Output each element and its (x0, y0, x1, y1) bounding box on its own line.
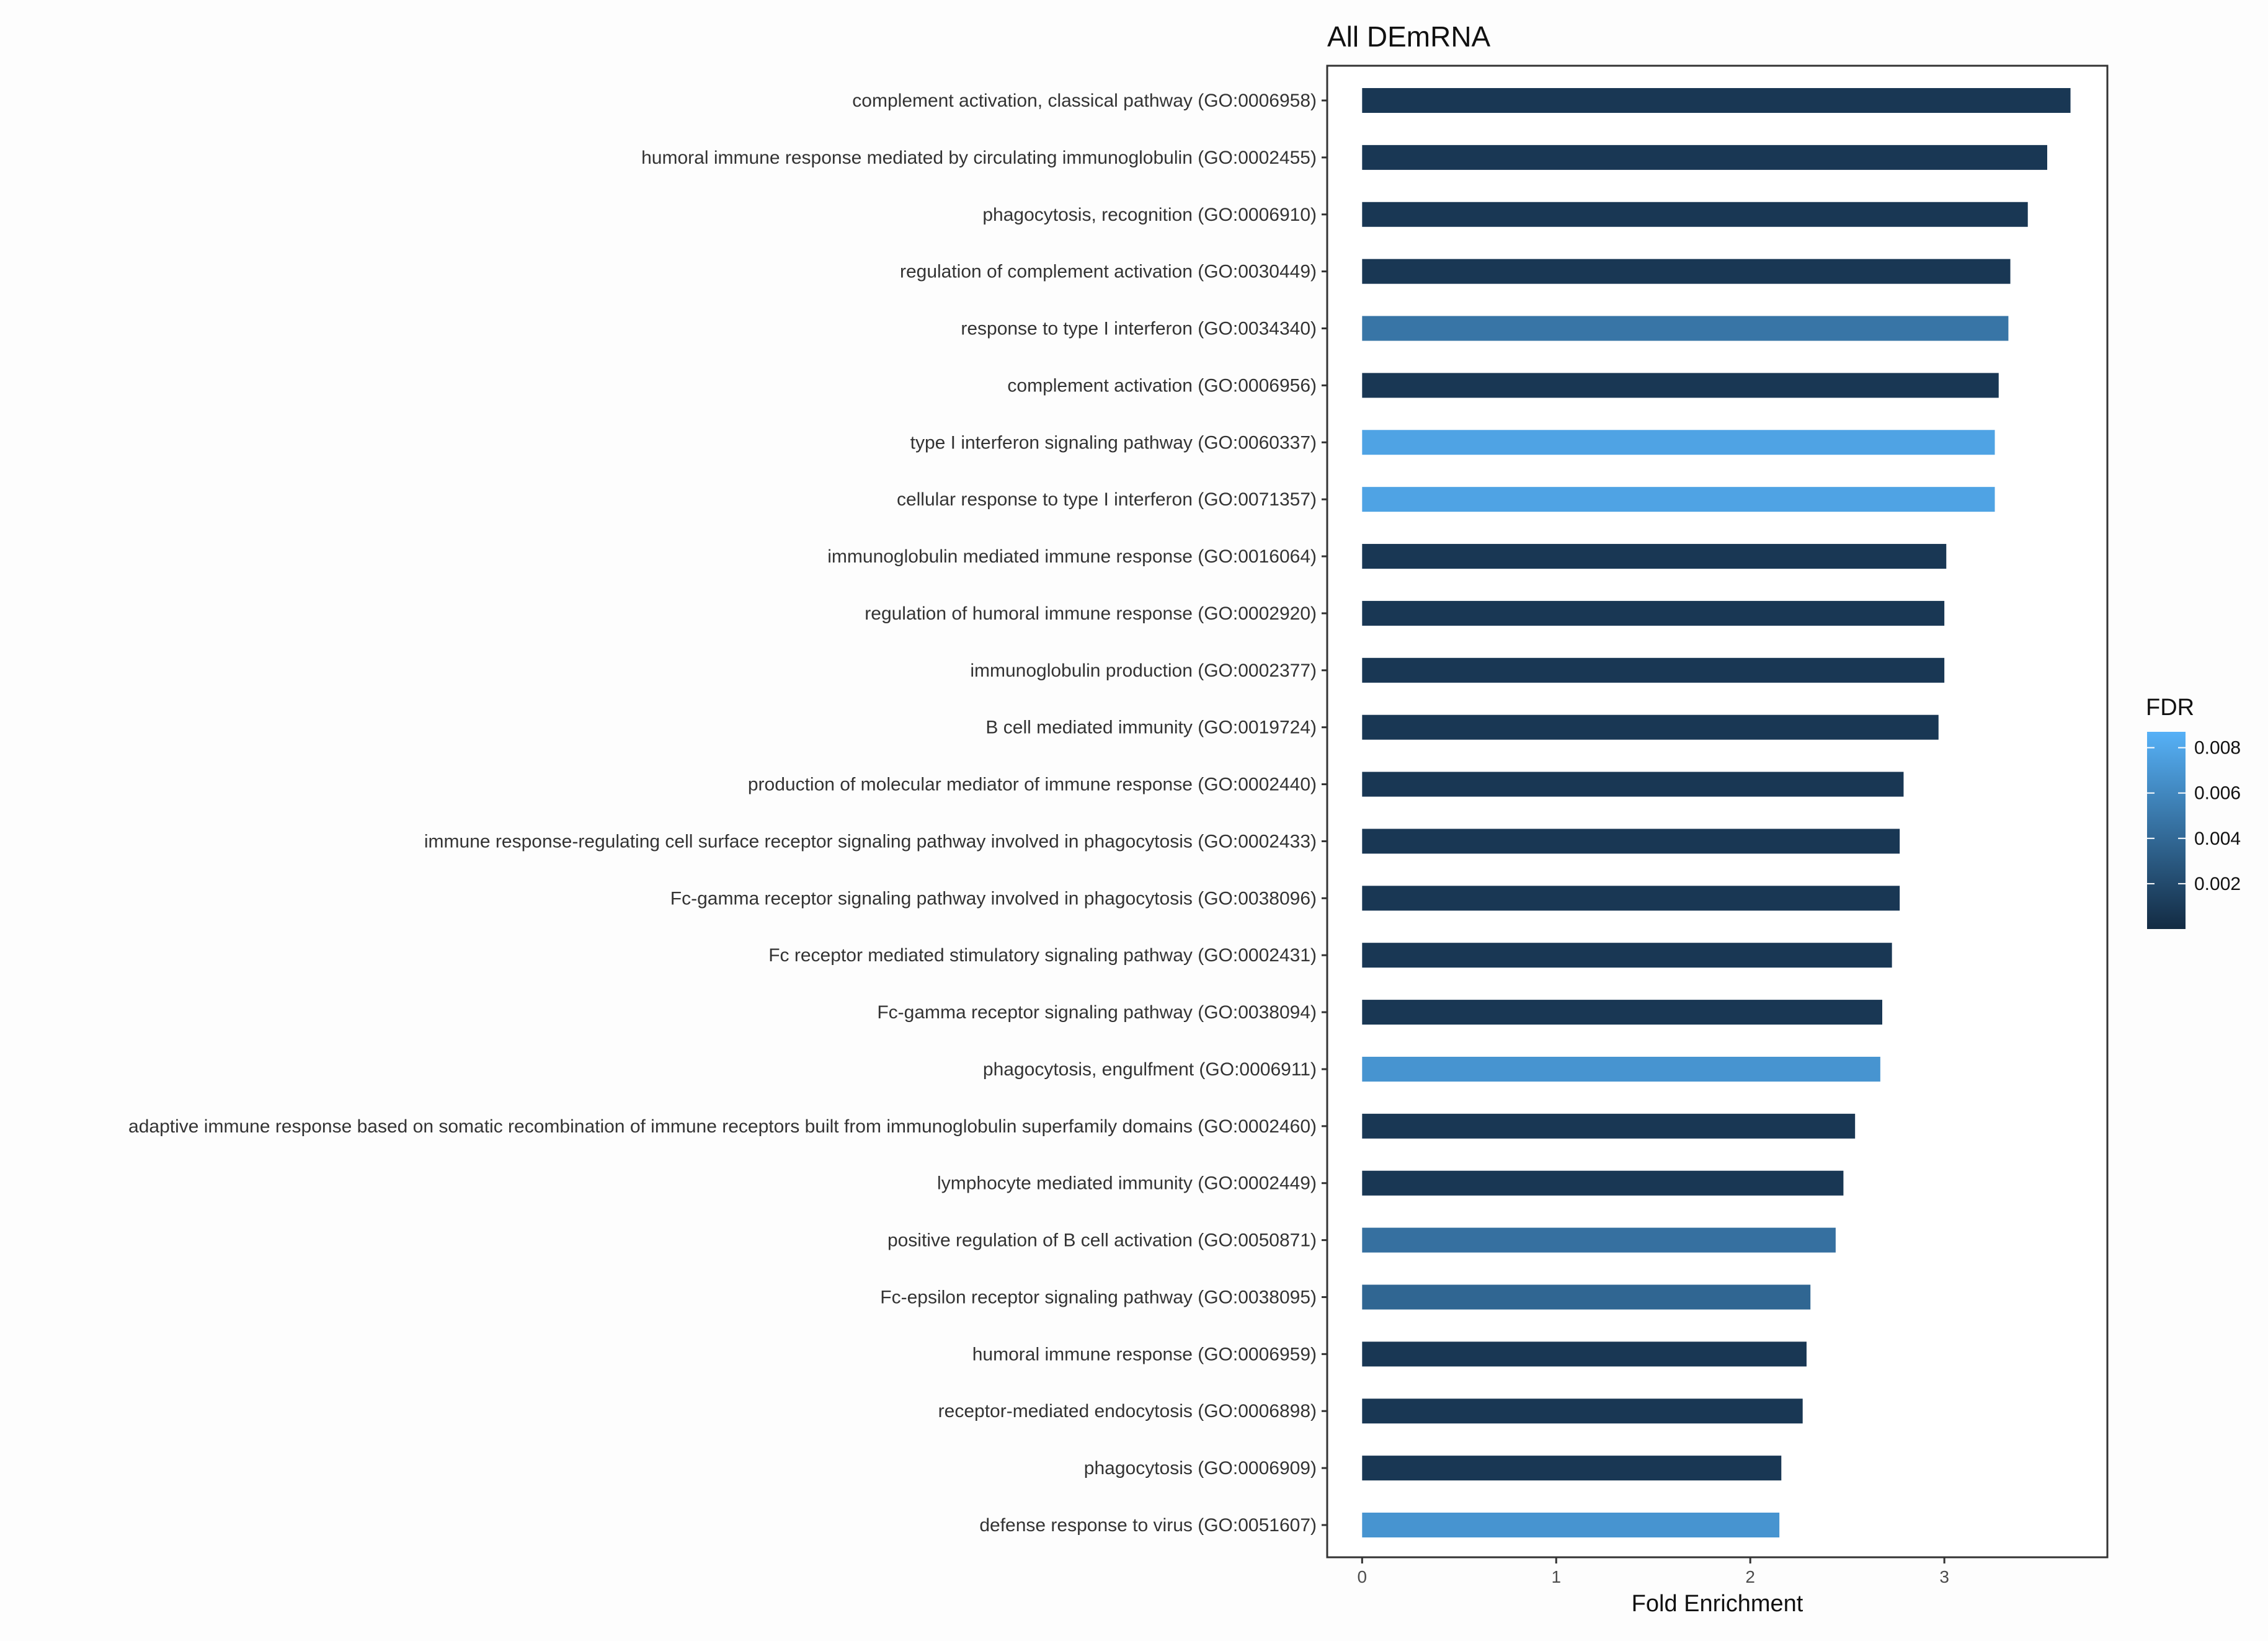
legend-colorbar (2147, 732, 2186, 929)
category-label: Fc-gamma receptor signaling pathway invo… (670, 888, 1317, 909)
bar (1362, 1513, 1780, 1537)
category-label: phagocytosis (GO:0006909) (1084, 1458, 1317, 1479)
bar (1362, 886, 1900, 911)
bar (1362, 1227, 1836, 1253)
bar (1362, 943, 1892, 968)
bar (1362, 1456, 1782, 1481)
bar (1362, 1341, 1807, 1367)
category-label: phagocytosis, recognition (GO:0006910) (982, 205, 1317, 225)
category-label: immunoglobulin mediated immune response … (827, 546, 1317, 567)
category-label: complement activation, classical pathway… (852, 91, 1317, 111)
legend-tick-label: 0.006 (2194, 783, 2241, 804)
legend-title: FDR (2146, 695, 2194, 721)
bar (1362, 1284, 1811, 1310)
fdr-legend: FDR 0.002 0.004 0.006 0.008 (2146, 695, 2241, 929)
bar (1362, 1170, 1844, 1196)
category-label: lymphocyte mediated immunity (GO:0002449… (937, 1173, 1317, 1194)
plot-panel (1326, 64, 2109, 1559)
category-label: humoral immune response mediated by circ… (641, 148, 1317, 168)
x-tick-label: 3 (1939, 1567, 1949, 1586)
category-label: positive regulation of B cell activation… (887, 1230, 1317, 1251)
category-label: immunoglobulin production (GO:0002377) (970, 660, 1317, 681)
category-label: complement activation (GO:0006956) (1007, 375, 1317, 396)
bar (1362, 714, 1939, 740)
category-label: type I interferon signaling pathway (GO:… (910, 432, 1317, 453)
bar (1362, 88, 2071, 113)
category-label: regulation of humoral immune response (G… (865, 603, 1317, 624)
category-label: production of molecular mediator of immu… (748, 775, 1317, 795)
x-axis-title: Fold Enrichment (1632, 1591, 1803, 1617)
category-label: regulation of complement activation (GO:… (900, 262, 1317, 282)
legend-tick-label: 0.002 (2194, 874, 2241, 894)
bar (1362, 316, 2009, 341)
bar (1362, 657, 1945, 683)
bar (1362, 1056, 1880, 1082)
category-label: adaptive immune response based on somati… (128, 1116, 1317, 1137)
bar (1362, 600, 1945, 626)
category-label: Fc-epsilon receptor signaling pathway (G… (880, 1287, 1317, 1307)
x-tick-label: 2 (1745, 1567, 1755, 1586)
bar (1362, 202, 2028, 227)
legend-tick-label: 0.008 (2194, 738, 2241, 758)
bar (1362, 145, 2047, 170)
bar (1362, 1000, 1882, 1025)
bar (1362, 1113, 1856, 1139)
bar (1362, 1399, 1803, 1424)
category-label: phagocytosis, engulfment (GO:0006911) (983, 1059, 1317, 1080)
bar (1362, 259, 2011, 284)
x-tick-label: 0 (1358, 1567, 1367, 1586)
bar (1362, 430, 1995, 455)
bar (1362, 544, 1947, 569)
legend-tick-label: 0.004 (2194, 829, 2241, 849)
chart-title: All DEmRNA (1327, 20, 1491, 53)
bar (1362, 487, 1995, 512)
bar (1362, 373, 1999, 398)
category-label: Fc receptor mediated stimulatory signali… (768, 945, 1317, 966)
bar (1362, 772, 1904, 797)
category-label: Fc-gamma receptor signaling pathway (GO:… (877, 1002, 1317, 1023)
bar (1362, 829, 1900, 854)
x-tick-label: 1 (1551, 1567, 1561, 1586)
category-label: defense response to virus (GO:0051607) (979, 1515, 1317, 1536)
category-label: humoral immune response (GO:0006959) (972, 1344, 1317, 1364)
category-label: response to type I interferon (GO:003434… (961, 319, 1317, 339)
category-label: receptor-mediated endocytosis (GO:000689… (938, 1401, 1317, 1421)
category-label: cellular response to type I interferon (… (897, 489, 1317, 510)
category-label: B cell mediated immunity (GO:0019724) (985, 718, 1317, 738)
category-label: immune response-regulating cell surface … (424, 831, 1317, 852)
